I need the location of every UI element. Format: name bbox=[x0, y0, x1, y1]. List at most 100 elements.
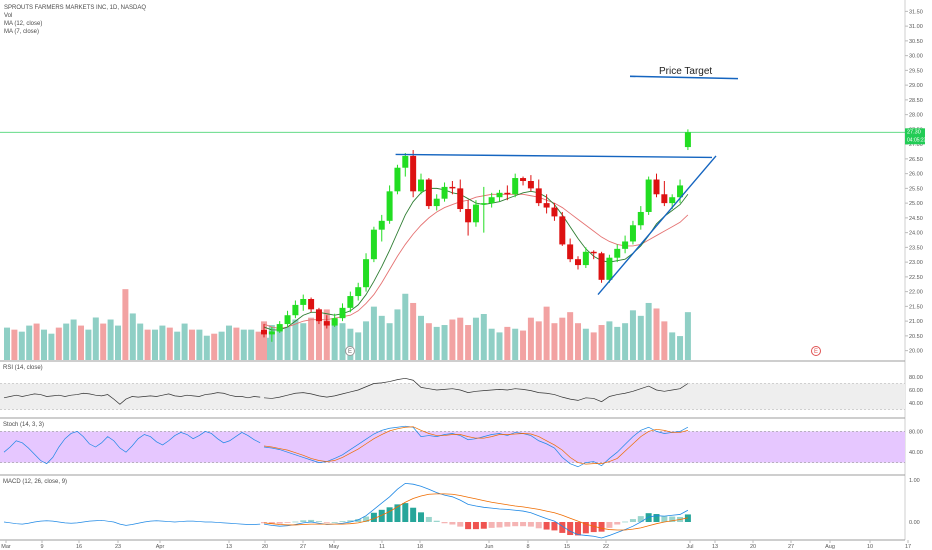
macd-histogram-bar bbox=[441, 522, 448, 524]
volume-bar bbox=[669, 332, 676, 360]
price-tick: 29.50 bbox=[909, 68, 923, 74]
candle-body bbox=[441, 186, 448, 199]
macd-histogram-bar bbox=[622, 521, 629, 523]
volume-bar bbox=[26, 325, 33, 360]
volume-bar bbox=[33, 323, 40, 360]
time-tick: 16 bbox=[76, 544, 82, 550]
price-tick: 20.50 bbox=[909, 334, 923, 340]
price-tick: 25.50 bbox=[909, 186, 923, 192]
volume-bar bbox=[622, 323, 629, 360]
candle-body bbox=[394, 167, 401, 192]
volume-bar bbox=[402, 293, 409, 360]
volume-bar bbox=[684, 312, 691, 360]
macd-histogram-bar bbox=[661, 516, 668, 522]
price-tick: 30.50 bbox=[909, 39, 923, 45]
macd-histogram-bar bbox=[520, 522, 527, 527]
stoch-d-line bbox=[263, 426, 688, 465]
earnings-marker[interactable]: E bbox=[345, 346, 355, 356]
volume-bar bbox=[323, 309, 330, 360]
volume-bar bbox=[174, 331, 181, 360]
candle-body bbox=[308, 299, 315, 310]
volume-bar bbox=[268, 325, 275, 360]
macd-histogram-bar bbox=[268, 522, 275, 524]
volume-bar bbox=[166, 327, 173, 360]
time-tick: 8 bbox=[526, 544, 529, 550]
volume-bar bbox=[504, 326, 511, 360]
macd-histogram-bar bbox=[394, 504, 401, 522]
macd-histogram-bar bbox=[363, 516, 370, 522]
time-tick: 10 bbox=[867, 544, 873, 550]
volume-bar bbox=[410, 302, 417, 360]
stoch-band bbox=[0, 431, 905, 463]
volume-bar bbox=[255, 331, 262, 360]
time-tick: 17 bbox=[905, 544, 911, 550]
macd-histogram-bar bbox=[637, 516, 644, 522]
macd-histogram-bar bbox=[614, 522, 621, 525]
stoch-k-line bbox=[263, 425, 689, 468]
candle-body bbox=[425, 179, 432, 207]
volume-bar bbox=[339, 323, 346, 360]
volume-bar bbox=[78, 325, 84, 360]
time-tick: Mar bbox=[1, 544, 11, 550]
candle-body bbox=[433, 198, 440, 207]
rsi-line bbox=[263, 377, 689, 403]
time-tick: 9 bbox=[40, 544, 43, 550]
volume-bar bbox=[189, 329, 195, 360]
volume-bar bbox=[653, 308, 660, 360]
candle-body bbox=[653, 179, 660, 195]
macd-histogram-bar bbox=[567, 522, 574, 536]
volume-bar bbox=[441, 325, 448, 360]
volume-bar bbox=[233, 327, 240, 360]
price-tick: 26.00 bbox=[909, 172, 923, 178]
volume-bar bbox=[559, 317, 566, 360]
candle-body bbox=[347, 296, 354, 308]
price-tick: 24.00 bbox=[909, 231, 923, 237]
candle-body bbox=[559, 216, 566, 245]
rsi-line-history bbox=[3, 392, 261, 405]
time-tick: Apr bbox=[156, 544, 165, 550]
candle-body bbox=[472, 204, 479, 223]
price-tick: 28.50 bbox=[909, 98, 923, 104]
candle-body bbox=[363, 259, 370, 288]
rsi-tick: 80.00 bbox=[909, 375, 923, 381]
volume-bar bbox=[248, 329, 255, 360]
last-price-badge bbox=[905, 128, 925, 145]
legend-volume: Vol bbox=[4, 13, 13, 19]
volume-bar bbox=[48, 333, 55, 360]
volume-bar bbox=[152, 329, 158, 360]
macd-pane-label: MACD (12, 26, close, 9) bbox=[3, 479, 68, 485]
candle-body bbox=[402, 155, 409, 168]
volume-bar bbox=[520, 330, 527, 360]
stoch-tick: 40.00 bbox=[909, 450, 923, 456]
chart-legend: SPROUTS FARMERS MARKETS INC, 1D, NASDAQ … bbox=[4, 4, 146, 36]
macd-histogram-bar bbox=[590, 522, 597, 533]
macd-histogram-bar bbox=[418, 512, 424, 522]
volume-bar bbox=[355, 332, 362, 360]
macd-histogram-bar bbox=[496, 522, 503, 528]
rsi-pane-label: RSI (14, close) bbox=[3, 365, 43, 371]
stoch-tick: 80.00 bbox=[909, 429, 923, 435]
volume-bar bbox=[598, 325, 605, 360]
time-tick: Jul bbox=[686, 544, 693, 550]
volume-bar bbox=[629, 310, 636, 360]
macd-histogram-bar bbox=[402, 503, 409, 522]
countdown-label: 04:05:23 bbox=[907, 137, 927, 143]
volume-bar bbox=[261, 321, 267, 360]
earnings-marker-upcoming[interactable]: E bbox=[811, 346, 821, 356]
macd-histogram-bar bbox=[488, 522, 495, 528]
candle-body bbox=[677, 185, 684, 198]
time-tick: 20 bbox=[750, 544, 756, 550]
volume-bar bbox=[575, 323, 581, 360]
candle-body bbox=[645, 179, 652, 212]
candle-body bbox=[512, 178, 519, 195]
volume-bar bbox=[276, 327, 283, 360]
candle-body bbox=[535, 188, 542, 204]
macd-tick: 0.00 bbox=[909, 520, 920, 526]
volume-bar bbox=[218, 331, 225, 360]
candle-body bbox=[418, 179, 424, 192]
volume-bar bbox=[203, 335, 210, 360]
price-tick: 30.00 bbox=[909, 54, 923, 60]
candle-body bbox=[622, 241, 629, 249]
price-target-label: Price Target bbox=[659, 66, 713, 77]
